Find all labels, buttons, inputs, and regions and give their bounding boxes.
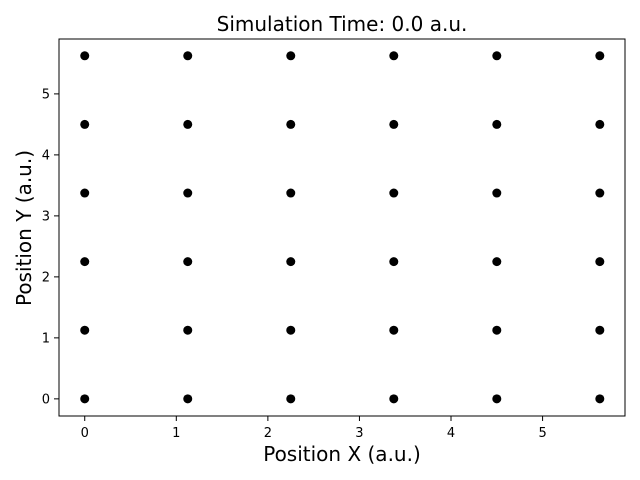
data-point [286,394,296,404]
data-point [183,325,193,335]
data-point [183,394,193,404]
data-point [286,257,296,267]
data-point [80,188,90,198]
y-axis: 0 1 2 3 4 5 [42,87,59,407]
y-tick-label: 4 [42,148,50,163]
data-point [183,257,193,267]
data-point [389,325,399,335]
data-point [492,325,502,335]
x-tick-label: 1 [172,426,180,441]
data-point [595,325,605,335]
data-point [389,257,399,267]
data-point [492,188,502,198]
data-point [492,119,502,129]
data-point [389,394,399,404]
x-tick-label: 4 [447,426,455,441]
data-point [389,119,399,129]
data-point [286,188,296,198]
x-tick-label: 2 [264,426,272,441]
data-point [80,257,90,267]
data-point [389,51,399,61]
data-point [595,257,605,267]
x-tick-label: 0 [81,426,89,441]
data-point [492,394,502,404]
data-point [286,325,296,335]
data-point [80,394,90,404]
data-point [286,119,296,129]
data-point [389,188,399,198]
data-point [80,325,90,335]
data-point [595,394,605,404]
data-point [80,119,90,129]
data-point [80,51,90,61]
plot-area [58,38,626,417]
x-tick-label: 3 [355,426,363,441]
y-tick-label: 2 [42,270,50,285]
y-tick-label: 5 [42,87,50,102]
data-point [595,51,605,61]
y-axis-label: Position Y (a.u.) [12,150,36,306]
data-point [183,51,193,61]
scatter-points [80,51,605,404]
y-tick-label: 0 [42,392,50,407]
y-tick-label: 3 [42,209,50,224]
chart-title: Simulation Time: 0.0 a.u. [217,12,468,36]
x-axis: 0 1 2 3 4 5 [81,416,547,441]
y-tick-label: 1 [42,331,50,346]
data-point [595,188,605,198]
x-axis-label: Position X (a.u.) [263,442,421,466]
x-tick-label: 5 [538,426,546,441]
data-point [492,51,502,61]
data-point [183,119,193,129]
data-point [492,257,502,267]
data-point [595,119,605,129]
data-point [183,188,193,198]
data-point [286,51,296,61]
